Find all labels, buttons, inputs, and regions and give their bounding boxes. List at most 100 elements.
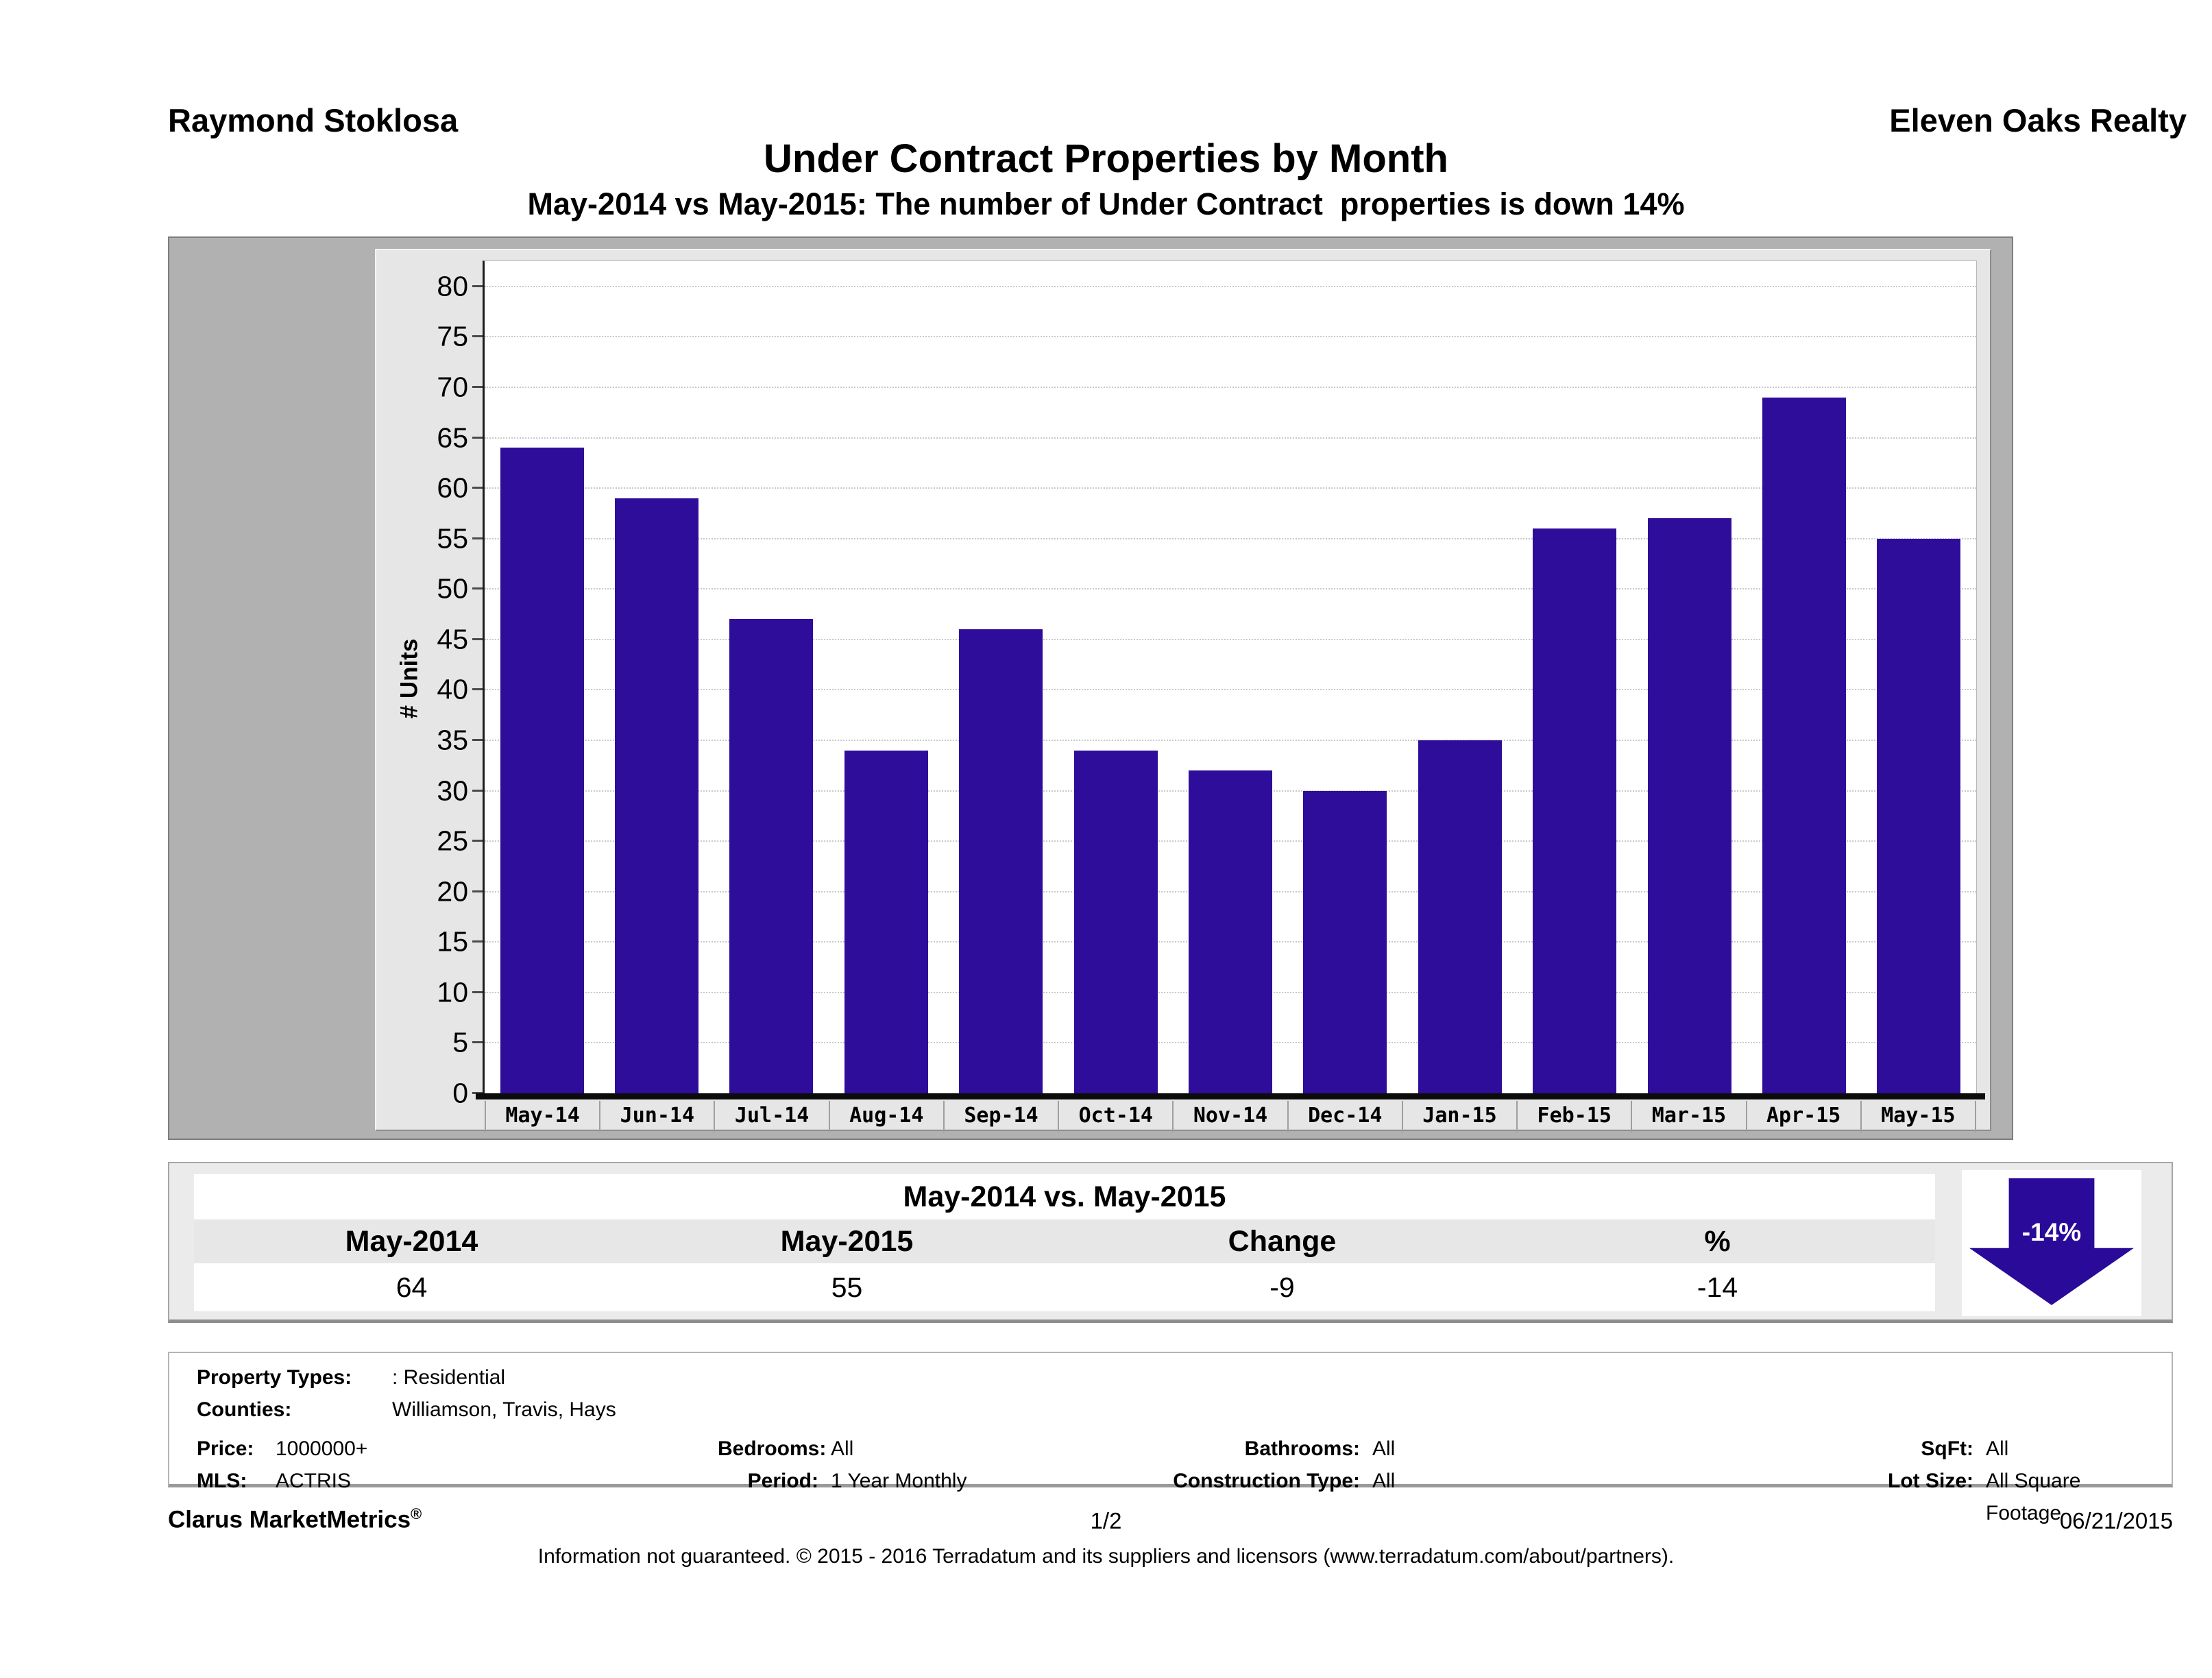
criteria-value: 1 Year Monthly xyxy=(831,1470,967,1492)
search-criteria-box: Property Types: : Residential Counties: Wi… xyxy=(168,1352,2173,1524)
y-tick-mark xyxy=(472,840,483,842)
column-header: May-2015 xyxy=(780,1225,914,1258)
y-tick-label: 70 xyxy=(437,371,468,403)
bar-Oct-14 xyxy=(1073,750,1158,1093)
y-axis-title: # Units xyxy=(396,638,423,719)
bar-Apr-15 xyxy=(1762,397,1846,1093)
y-tick-label: 40 xyxy=(437,673,468,705)
footer-disclaimer: Information not guaranteed. © 2015 - 201… xyxy=(537,1545,1675,1568)
bar-Sep-14 xyxy=(959,629,1043,1093)
criteria-value: All xyxy=(1986,1437,2009,1460)
x-tick-label: Jan-15 xyxy=(1401,1101,1516,1132)
arrow-percent-label: -14% xyxy=(2021,1218,2082,1246)
criteria-value: Williamson, Travis, Hays xyxy=(392,1398,616,1421)
x-tick-label: Feb-15 xyxy=(1516,1101,1631,1132)
y-tick-label: 55 xyxy=(437,522,468,555)
registered-mark: ® xyxy=(411,1505,422,1522)
y-tick-label: 35 xyxy=(437,724,468,756)
y-tick-label: 75 xyxy=(437,320,468,352)
bar-Jul-14 xyxy=(729,619,814,1093)
criteria-value: ACTRIS xyxy=(276,1470,352,1492)
footer-brand: Clarus MarketMetrics® xyxy=(168,1505,422,1534)
chart-frame: # Units May-14 Jun-14 Jul-14 Aug-14 Sep-14 Oc… xyxy=(168,236,2013,1140)
gridline xyxy=(485,336,1976,338)
y-tick-mark xyxy=(472,637,483,640)
x-tick-label: Aug-14 xyxy=(828,1101,943,1132)
criteria-row-property-types: Property Types: : Residential xyxy=(197,1361,2144,1394)
value-cell: 64 xyxy=(396,1272,428,1303)
bar-May-15 xyxy=(1877,538,1961,1093)
x-tick-label: May-14 xyxy=(485,1101,599,1132)
x-tick-label: Jul-14 xyxy=(714,1101,828,1132)
down-arrow-icon: -14% xyxy=(1969,1178,2134,1305)
criteria-label: SqFt: xyxy=(1921,1437,1973,1460)
y-tick-mark xyxy=(472,1092,483,1094)
gridline xyxy=(485,638,1976,640)
y-tick-label: 80 xyxy=(437,270,468,302)
y-tick-mark xyxy=(472,284,483,287)
page-subtitle: May-2014 vs May-2015: The number of Unde… xyxy=(527,186,1685,221)
report-header: Raymond Stoklosa Eleven Oaks Realty xyxy=(168,101,2187,139)
footer-date: 06/21/2015 xyxy=(2059,1508,2173,1533)
gridline xyxy=(485,487,1976,489)
x-tick-label: Apr-15 xyxy=(1745,1101,1860,1132)
y-tick-mark xyxy=(472,487,483,489)
y-tick-label: 65 xyxy=(437,422,468,454)
y-tick-mark xyxy=(472,335,483,338)
agent-name: Raymond Stoklosa xyxy=(168,102,459,138)
y-tick-mark xyxy=(472,738,483,741)
y-tick-mark xyxy=(472,1041,483,1044)
criteria-label: Property Types: xyxy=(197,1366,352,1389)
criteria-label: Period: xyxy=(747,1470,818,1492)
gridline xyxy=(485,537,1976,539)
y-tick-label: 0 xyxy=(452,1077,468,1109)
comparison-title: May-2014 vs. May-2015 xyxy=(194,1174,1935,1219)
gridline xyxy=(485,386,1976,388)
column-header: % xyxy=(1704,1225,1731,1258)
criteria-row-mls: MLS: ACTRIS Period: 1 Year Monthly Const… xyxy=(197,1465,2144,1529)
criteria-value: All Square Footage xyxy=(1986,1470,2081,1524)
criteria-value: : Residential xyxy=(392,1366,506,1389)
column-header: May-2014 xyxy=(345,1225,478,1258)
y-tick-label: 20 xyxy=(437,875,468,908)
comparison-value-row: 64 55 -9 -14 xyxy=(194,1263,1935,1311)
change-arrow-box: -14% xyxy=(1962,1170,2141,1316)
value-cell: -9 xyxy=(1269,1272,1295,1303)
criteria-label: Counties: xyxy=(197,1398,292,1421)
x-tick-label: Sep-14 xyxy=(943,1101,1058,1132)
y-tick-label: 5 xyxy=(452,1026,468,1058)
gridline xyxy=(485,739,1976,741)
y-tick-mark xyxy=(472,436,483,439)
criteria-label: MLS: xyxy=(197,1470,247,1492)
y-tick-mark xyxy=(472,940,483,943)
bar-Nov-14 xyxy=(1189,770,1272,1093)
x-tick-label: Mar-15 xyxy=(1631,1101,1745,1132)
x-tick-label: Nov-14 xyxy=(1172,1101,1287,1132)
y-tick-mark xyxy=(472,890,483,892)
company-name: Eleven Oaks Realty xyxy=(1889,102,2187,138)
criteria-row-price: Price: 1000000+ Bedrooms: All Bathrooms:… xyxy=(197,1433,2144,1465)
gridline xyxy=(485,285,1976,287)
comparison-section: May-2014 vs. May-2015 May-2014 May-2015 … xyxy=(168,1162,2173,1323)
criteria-value: All xyxy=(1372,1470,1396,1492)
y-tick-label: 45 xyxy=(437,623,468,655)
bar-Aug-14 xyxy=(844,750,928,1093)
brand-text: Clarus MarketMetrics xyxy=(168,1506,411,1533)
gridline xyxy=(485,689,1976,691)
x-axis-labels: May-14 Jun-14 Jul-14 Aug-14 Sep-14 Oct-14 Nov-… xyxy=(485,1101,1977,1132)
x-tick-label: May-15 xyxy=(1860,1101,1977,1132)
bar-Jun-14 xyxy=(615,498,699,1093)
y-tick-label: 25 xyxy=(437,825,468,857)
x-axis-line xyxy=(476,1093,1985,1099)
y-tick-label: 60 xyxy=(437,472,468,504)
y-tick-mark xyxy=(472,990,483,993)
footer-page-number: 1/2 xyxy=(1090,1508,1122,1533)
criteria-value: 1000000+ xyxy=(276,1437,368,1460)
y-tick-mark xyxy=(472,537,483,539)
bar-chart-plot-area: May-14 Jun-14 Jul-14 Aug-14 Sep-14 Oct-14 Nov-… xyxy=(437,260,1985,1132)
chart-panel: # Units May-14 Jun-14 Jul-14 Aug-14 Sep-14 Oc… xyxy=(375,249,1991,1132)
criteria-label: Price: xyxy=(197,1437,254,1460)
y-tick-label: 30 xyxy=(437,775,468,807)
value-cell: 55 xyxy=(831,1272,863,1303)
x-tick-label: Oct-14 xyxy=(1058,1101,1172,1132)
